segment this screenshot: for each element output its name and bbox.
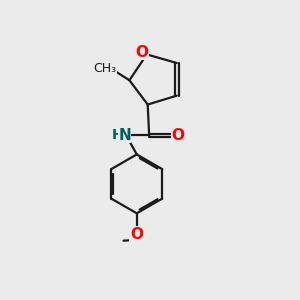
Text: O: O	[172, 128, 184, 143]
Text: CH₃: CH₃	[93, 62, 116, 75]
Text: O: O	[135, 45, 148, 60]
Text: N: N	[118, 128, 131, 143]
Text: H: H	[112, 128, 123, 142]
Text: O: O	[130, 227, 143, 242]
